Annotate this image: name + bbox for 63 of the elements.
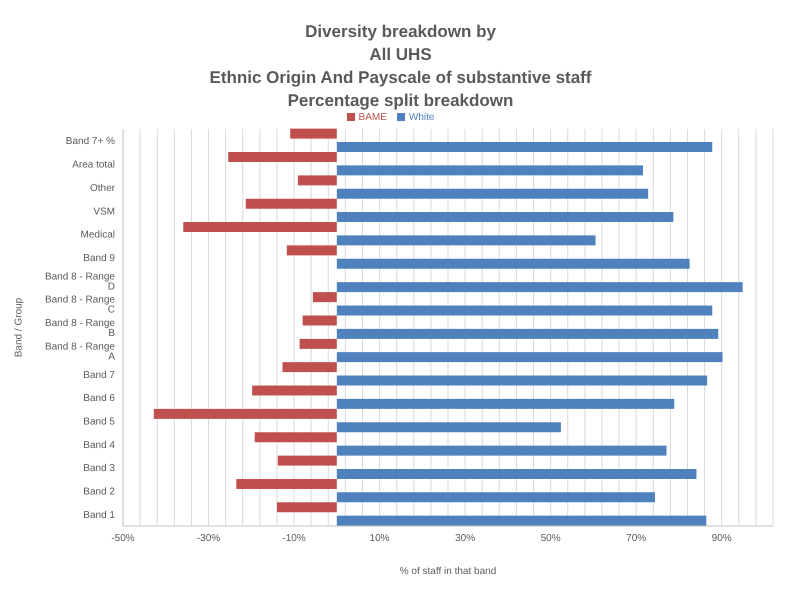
y-tick-label: Band 1 bbox=[83, 510, 116, 521]
bar bbox=[300, 338, 337, 349]
x-axis-title: % of staff in that band bbox=[400, 566, 496, 577]
y-tick-label: Band 9 bbox=[83, 252, 116, 264]
y-tick-label: Other bbox=[90, 182, 116, 194]
y-tick-label: Band 7 bbox=[83, 370, 116, 381]
bar bbox=[282, 362, 337, 372]
bar bbox=[336, 328, 718, 339]
bar bbox=[183, 222, 337, 232]
x-tick-label: 30% bbox=[455, 533, 476, 544]
y-tick-label: Band 7+ % bbox=[66, 136, 116, 148]
bar bbox=[336, 305, 712, 316]
x-tick-label: 70% bbox=[626, 533, 646, 544]
bar bbox=[336, 446, 667, 456]
y-tick-label: Band 6 bbox=[83, 393, 116, 404]
bar bbox=[290, 128, 337, 139]
bar bbox=[276, 502, 337, 512]
bar bbox=[302, 315, 337, 326]
bar bbox=[154, 408, 337, 419]
bar bbox=[336, 422, 561, 432]
bar bbox=[336, 142, 712, 152]
bar bbox=[336, 212, 674, 222]
x-tick-label: -10% bbox=[282, 533, 306, 544]
y-tick-label: Band 4 bbox=[83, 440, 116, 451]
y-tick-label: Band 5 bbox=[83, 416, 116, 428]
bar bbox=[236, 478, 337, 489]
bar bbox=[336, 516, 706, 526]
bar bbox=[336, 165, 643, 176]
y-axis-title: Band / Group bbox=[14, 297, 25, 358]
bar bbox=[336, 352, 723, 362]
y-tick-label: Band 3 bbox=[83, 463, 116, 474]
bar bbox=[278, 456, 337, 466]
x-tick-label: 90% bbox=[712, 533, 732, 544]
bar bbox=[336, 492, 655, 502]
bar bbox=[252, 386, 337, 396]
bar bbox=[254, 432, 337, 442]
y-tick-label: Band 8 - Range C bbox=[44, 294, 116, 316]
bar bbox=[246, 198, 337, 209]
bar bbox=[228, 152, 337, 162]
legend-label: BAME bbox=[358, 112, 387, 123]
bar bbox=[336, 235, 596, 246]
y-tick-label: Band 8 - Range A bbox=[44, 341, 116, 362]
y-tick-label: Area total bbox=[72, 160, 115, 171]
x-tick-label: 10% bbox=[370, 533, 390, 544]
legend-label: White bbox=[408, 112, 434, 123]
y-tick-label: Band 8 - Range D bbox=[44, 271, 116, 292]
bar bbox=[336, 376, 708, 386]
bar bbox=[336, 468, 696, 479]
bar bbox=[312, 292, 337, 302]
x-tick-label: 50% bbox=[540, 533, 561, 544]
chart-title: Diversity breakdown by All UHS Ethnic Origin And Payscale of substantive staff Percentage split breakdown bbox=[208, 21, 592, 112]
bar bbox=[336, 282, 743, 292]
y-tick-label: Band 8 - Range B bbox=[44, 318, 116, 340]
bar bbox=[286, 245, 337, 256]
x-tick-label: -30% bbox=[196, 533, 220, 544]
bar bbox=[298, 175, 337, 186]
y-tick-label: Medical bbox=[80, 230, 115, 241]
bar bbox=[336, 398, 674, 409]
bar bbox=[336, 258, 690, 269]
bar bbox=[336, 188, 648, 199]
x-tick-label: -50% bbox=[111, 533, 135, 544]
y-tick-label: Band 2 bbox=[83, 486, 116, 498]
y-tick-label: VSM bbox=[93, 206, 115, 218]
